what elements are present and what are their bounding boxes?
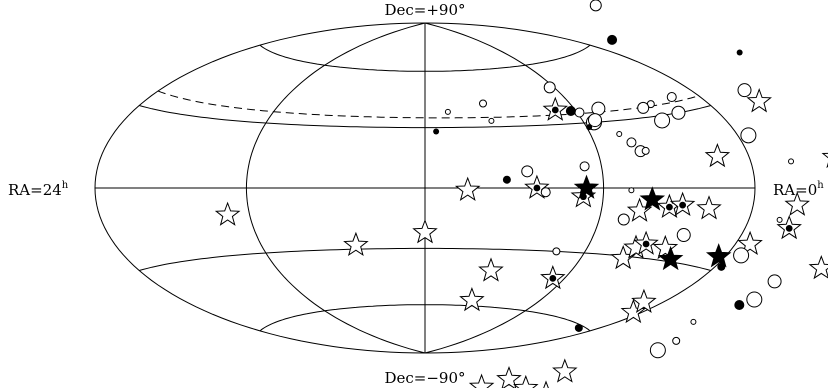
- open-star-5: [459, 286, 485, 312]
- open-circle-11: [740, 127, 757, 144]
- open-circle-27: [617, 213, 630, 226]
- filled-star-2: [705, 243, 732, 268]
- filled-circle-0: [433, 128, 440, 135]
- open-star-17: [513, 374, 539, 388]
- open-circle-10: [671, 105, 686, 120]
- open-star-20: [552, 358, 578, 383]
- star-with-dot-8: [776, 214, 802, 240]
- star-with-dot-7-outline: [543, 380, 549, 388]
- star-with-dot-0: [542, 96, 569, 121]
- star-with-dot-6: [669, 191, 696, 216]
- open-circle-30: [628, 187, 635, 194]
- star-with-dot-2-dot: [666, 203, 673, 211]
- open-star-16: [496, 365, 522, 388]
- open-circle-24: [776, 216, 783, 223]
- filled-circle-4: [574, 323, 583, 332]
- dec-parallel-p60: [259, 44, 591, 72]
- star-with-dot-5: [540, 264, 566, 290]
- open-circle-33: [637, 101, 650, 114]
- open-circle-4: [591, 101, 606, 116]
- filled-circle-8: [734, 299, 745, 310]
- open-star-12: [704, 142, 731, 168]
- filled-star-1: [573, 174, 600, 199]
- open-circle-8: [626, 137, 637, 148]
- star-with-dot-3: [633, 230, 659, 255]
- open-circle-26: [579, 161, 590, 172]
- bottom-pole-label: Dec=−90°: [384, 369, 465, 387]
- open-star-4: [478, 257, 504, 282]
- open-star-9: [652, 234, 679, 260]
- filled-circle-1: [502, 175, 511, 184]
- filled-circle-5: [565, 106, 576, 117]
- open-circle-21: [521, 165, 534, 178]
- open-circle-3: [543, 81, 556, 94]
- open-star-13: [696, 195, 722, 220]
- open-circle-23: [654, 112, 671, 129]
- star-with-dot-1-dot: [533, 184, 541, 192]
- open-circle-25: [672, 336, 681, 345]
- filled-circle-6: [586, 124, 593, 131]
- star-with-dot-6-dot: [679, 201, 687, 209]
- filled-circle-2: [607, 34, 618, 45]
- filled-circle-7: [717, 262, 726, 271]
- top-pole-label: Dec=+90°: [384, 1, 465, 19]
- open-star-18: [746, 88, 772, 113]
- dec-parallel-m60: [259, 304, 591, 332]
- open-star-22: [737, 230, 763, 256]
- star-with-dot-7: [543, 380, 549, 388]
- filled-star-0: [639, 186, 666, 211]
- right-ra-label: RA=0h: [773, 180, 824, 199]
- open-circle-32: [666, 92, 677, 103]
- filled-circle-3: [736, 49, 743, 56]
- open-circle-0: [444, 108, 451, 115]
- open-circle-34: [737, 83, 752, 98]
- open-circle-20: [540, 187, 551, 198]
- open-star-11: [631, 288, 657, 313]
- dec-parallel-p30: [139, 105, 711, 129]
- open-star-3: [454, 176, 481, 201]
- dashed-curve: [157, 90, 699, 119]
- star-with-dot-5-dot: [549, 274, 557, 282]
- open-circle-16: [767, 274, 782, 289]
- left-ra-label: RA=24h: [8, 180, 69, 199]
- source-markers: [214, 0, 828, 388]
- star-with-dot-0-dot: [551, 106, 559, 114]
- open-circle-1: [479, 99, 488, 108]
- open-star-2: [412, 219, 438, 244]
- open-circle-36: [488, 117, 495, 124]
- open-circle-6: [616, 131, 623, 138]
- open-star-15: [808, 254, 828, 280]
- open-circle-17: [649, 342, 666, 359]
- open-circle-2: [574, 107, 585, 118]
- open-circle-22: [587, 113, 602, 128]
- open-circle-37: [641, 146, 650, 155]
- open-circle-29: [733, 247, 750, 264]
- open-circle-12: [788, 158, 795, 165]
- open-star-0: [214, 201, 241, 226]
- star-with-dot-8-dot: [785, 224, 793, 232]
- open-circle-31: [552, 247, 561, 256]
- coordinate-grid: [94, 22, 756, 354]
- open-circle-15: [589, 0, 602, 12]
- open-star-21: [468, 373, 495, 388]
- star-with-dot-3-dot: [642, 240, 650, 248]
- open-star-19: [821, 152, 828, 169]
- open-circle-35: [746, 291, 763, 308]
- star-with-dot-1: [524, 174, 550, 199]
- open-star-1: [343, 231, 369, 257]
- open-star-14: [784, 191, 810, 216]
- open-circle-28: [676, 228, 691, 243]
- open-circle-18: [690, 318, 697, 325]
- filled-star-3: [657, 245, 684, 271]
